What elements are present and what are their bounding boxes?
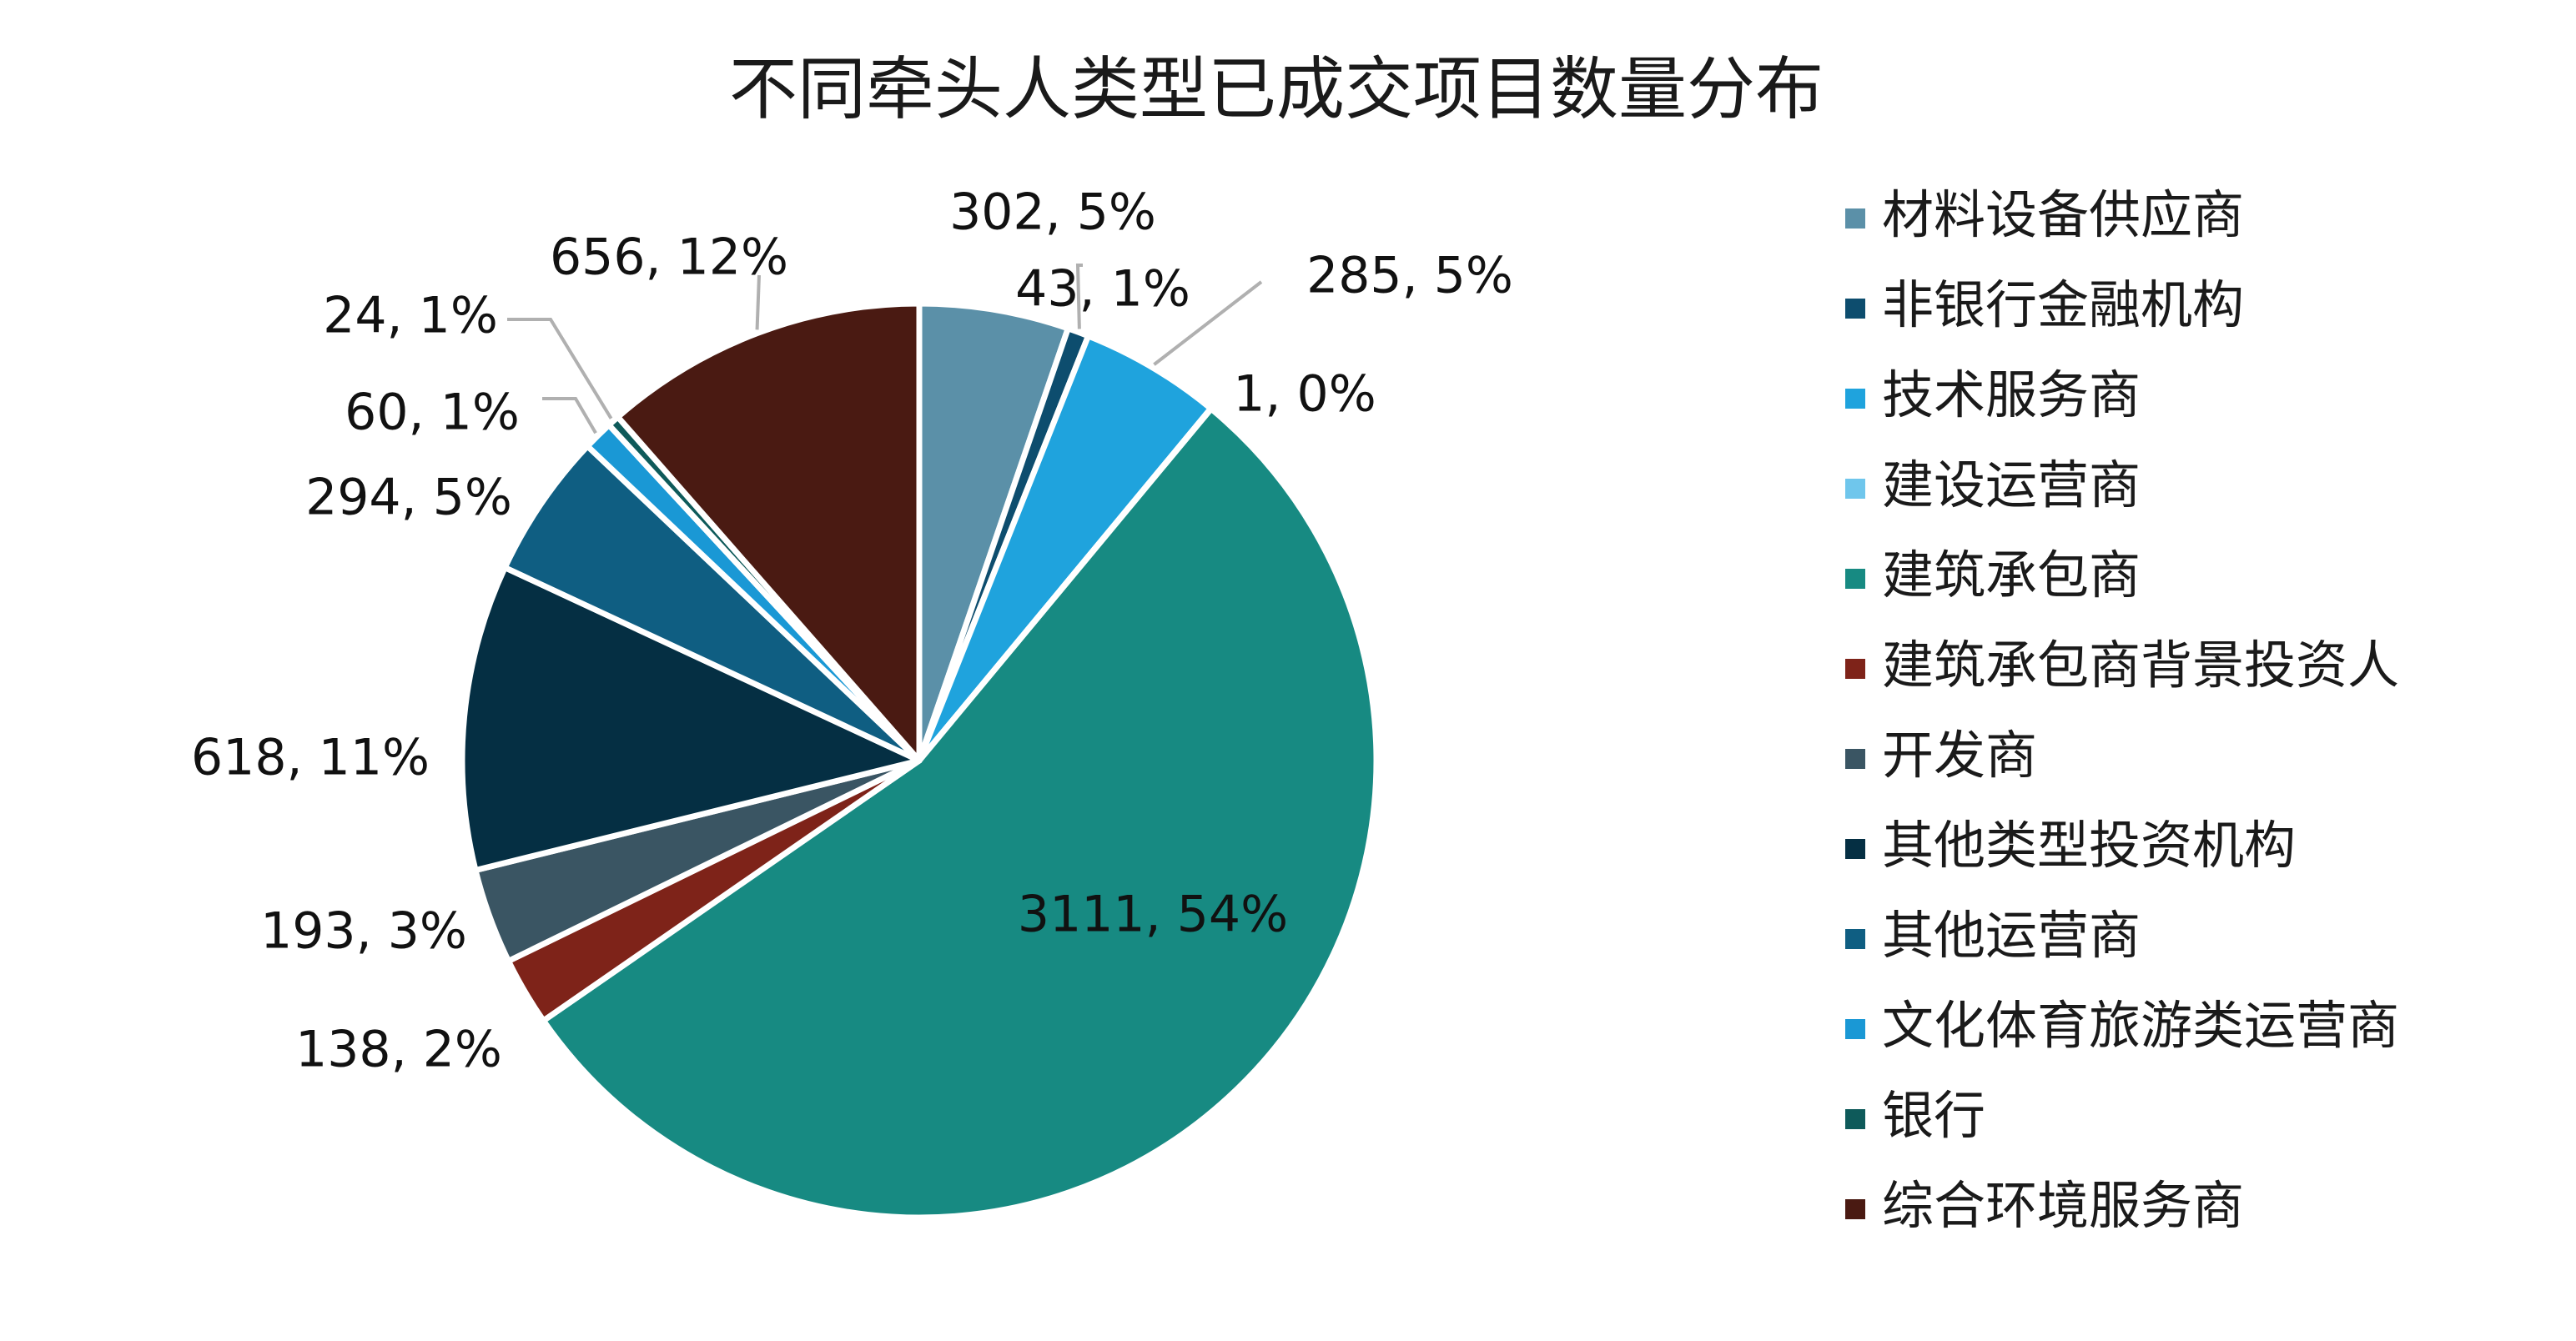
pie-slice-8 [501,443,923,764]
data-label-9: 60, 1% [345,384,520,442]
legend-item-4: 建筑承包商 [1845,545,2141,605]
data-label-3: 1, 0% [1233,365,1376,424]
legend: 材料设备供应商非银行金融机构技术服务商建设运营商建筑承包商建筑承包商背景投资人开… [1845,184,2399,1236]
legend-label-4: 建筑承包商 [1882,545,2141,605]
legend-swatch-9 [1845,1019,1865,1039]
data-label-8: 294, 5% [305,469,512,527]
leader-line-11 [755,274,761,330]
leader-line-10 [507,318,613,419]
legend-swatch-7 [1845,839,1865,859]
pie-slice-7 [459,565,923,873]
leader-line-1 [1075,264,1083,329]
legend-item-1: 非银行金融机构 [1845,274,2244,335]
legend-label-10: 银行 [1882,1085,1985,1146]
legend-item-10: 银行 [1845,1085,1985,1146]
data-label-11: 656, 12% [550,229,788,287]
legend-swatch-1 [1845,299,1865,319]
leader-line-2 [1153,280,1263,366]
data-label-5: 138, 2% [295,1021,502,1079]
legend-swatch-3 [1845,479,1865,499]
legend-swatch-11 [1845,1199,1865,1219]
legend-label-1: 非银行金融机构 [1882,274,2244,335]
legend-label-3: 建设运营商 [1882,455,2141,515]
legend-swatch-4 [1845,569,1865,589]
legend-item-11: 综合环境服务商 [1845,1175,2244,1236]
legend-swatch-8 [1845,929,1865,949]
legend-swatch-2 [1845,389,1865,409]
leader-lines [507,264,1263,434]
legend-swatch-10 [1845,1109,1865,1129]
legend-label-5: 建筑承包商背景投资人 [1882,635,2399,696]
legend-item-5: 建筑承包商背景投资人 [1845,635,2399,696]
data-label-0: 302, 5% [949,183,1156,242]
legend-label-11: 综合环境服务商 [1882,1175,2244,1236]
legend-item-8: 其他运营商 [1845,905,2141,966]
legend-item-0: 材料设备供应商 [1845,184,2244,245]
legend-item-6: 开发商 [1845,725,2037,786]
legend-label-2: 技术服务商 [1882,364,2141,425]
legend-label-9: 文化体育旅游类运营商 [1882,995,2399,1056]
data-label-6: 193, 3% [260,902,467,961]
pie-slice-11 [615,300,923,764]
legend-swatch-6 [1845,749,1865,769]
data-label-10: 24, 1% [323,287,498,345]
legend-swatch-0 [1845,208,1865,229]
leader-line-9 [542,397,597,434]
data-label-1: 43, 1% [1015,260,1190,319]
pie-slice-4 [540,405,1380,1221]
legend-item-7: 其他类型投资机构 [1845,815,2296,876]
legend-label-0: 材料设备供应商 [1882,184,2244,245]
legend-label-8: 其他运营商 [1882,905,2141,966]
legend-swatch-5 [1845,659,1865,679]
legend-label-7: 其他类型投资机构 [1882,815,2296,876]
legend-item-3: 建设运营商 [1845,455,2141,515]
legend-label-6: 开发商 [1882,725,2037,786]
data-label-7: 618, 11% [191,729,430,787]
data-label-2: 285, 5% [1306,247,1513,305]
chart-title: 不同牵头人类型已成交项目数量分布 [729,50,1824,129]
legend-item-9: 文化体育旅游类运营商 [1845,995,2399,1056]
data-labels: 302, 5% 43, 1% 285, 5% 1, 0% 3111, 54% 138, 2… [191,183,1513,1079]
data-label-4: 3111, 54% [1018,886,1288,944]
pie-slices [459,300,1380,1221]
legend-item-2: 技术服务商 [1845,364,2141,425]
